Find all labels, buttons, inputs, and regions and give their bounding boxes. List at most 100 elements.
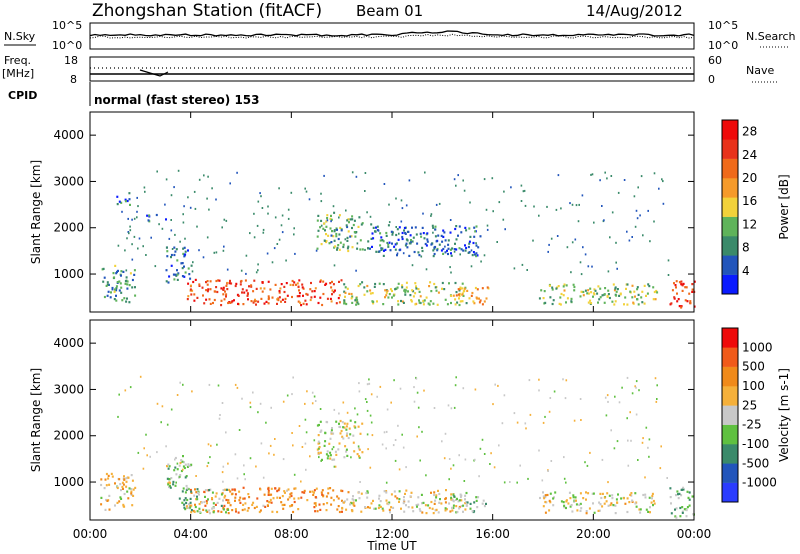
heatmap-cell [166, 477, 169, 480]
heatmap-cell [293, 500, 296, 504]
heatmap-cell [471, 510, 474, 513]
heatmap-cell [333, 264, 336, 267]
heatmap-cell [196, 495, 198, 498]
heatmap-cell [290, 191, 293, 194]
heatmap-cell [385, 291, 388, 294]
heatmap-cell [646, 292, 649, 295]
heatmap-cell [170, 229, 173, 232]
heatmap-cell [606, 492, 609, 495]
heatmap-cell [333, 246, 336, 249]
heatmap-cell [371, 245, 373, 248]
heatmap-cell [411, 226, 413, 229]
heatmap-cell [183, 205, 185, 208]
heatmap-cell [435, 496, 438, 499]
heatmap-cell [491, 177, 494, 180]
heatmap-cell [675, 286, 677, 289]
heatmap-cell [187, 506, 190, 509]
heatmap-cell [601, 492, 604, 495]
heatmap-cell [693, 280, 696, 283]
colorbar-frame [721, 119, 739, 295]
heatmap-cell [115, 299, 118, 302]
heatmap-cell [198, 502, 201, 506]
heatmap-cell [219, 414, 221, 416]
heatmap-cell [441, 240, 444, 243]
heatmap-cell [234, 453, 237, 456]
heatmap-cell [208, 512, 211, 515]
heatmap-cell [142, 245, 144, 248]
heatmap-cell [565, 379, 568, 382]
heatmap-cell [283, 490, 286, 493]
heatmap-cell [555, 208, 558, 211]
heatmap-cell [229, 490, 232, 493]
heatmap-cell [626, 230, 628, 233]
heatmap-cell [649, 240, 651, 243]
heatmap-cell [182, 455, 184, 458]
heatmap-cell [256, 497, 259, 500]
heatmap-cell [184, 476, 187, 479]
heatmap-cell [281, 298, 284, 301]
heatmap-cell [433, 502, 436, 505]
heatmap-cell [465, 302, 468, 305]
heatmap-cell [352, 499, 355, 502]
heatmap-cell [234, 284, 237, 288]
heatmap-cell [440, 234, 443, 237]
heatmap-cell [311, 290, 314, 293]
heatmap-cell [379, 385, 382, 388]
heatmap-cell [458, 247, 461, 250]
heatmap-cell [450, 271, 452, 274]
heatmap-cell [454, 303, 457, 306]
heatmap-cell [350, 235, 353, 238]
heatmap-cell [129, 229, 132, 232]
heatmap-cell [212, 506, 215, 509]
heatmap-cell [452, 506, 455, 509]
heatmap-cell [403, 496, 405, 499]
heatmap-cell [131, 218, 133, 221]
heatmap-cell [293, 281, 296, 284]
heatmap-cell [454, 242, 456, 245]
heatmap-cell [217, 384, 220, 387]
heatmap-cell [305, 292, 308, 296]
heatmap-cell [630, 494, 633, 497]
heatmap-cell [454, 298, 457, 301]
heatmap-cell [400, 199, 403, 202]
heatmap-cell [391, 296, 393, 299]
heatmap-cell [133, 217, 136, 220]
heatmap-cell [349, 503, 351, 506]
heatmap-cell [483, 300, 486, 303]
heatmap-cell [475, 242, 477, 245]
heatmap-cell [626, 303, 629, 306]
heatmap-cell [636, 298, 639, 301]
heatmap-cell [554, 491, 557, 494]
heatmap-cell [454, 227, 457, 231]
heatmap-cell [411, 240, 414, 243]
heatmap-cell [576, 509, 579, 512]
heatmap-cell [338, 294, 341, 297]
heatmap-cell [279, 287, 282, 290]
heatmap-cell [287, 488, 290, 491]
heatmap-cell [226, 268, 229, 271]
heatmap-cell [418, 290, 421, 293]
heatmap-cell [464, 458, 467, 461]
heatmap-cell [538, 389, 540, 392]
heatmap-cell [320, 243, 323, 246]
heatmap-cell [542, 505, 545, 508]
heatmap-cell [227, 512, 230, 515]
heatmap-cell [409, 495, 412, 498]
heatmap-cell [270, 493, 273, 496]
heatmap-cell [676, 300, 679, 303]
heatmap-cell [373, 507, 376, 510]
heatmap-cell [681, 510, 684, 513]
heatmap-cell [420, 493, 423, 496]
heatmap-cell [676, 490, 679, 493]
heatmap-cell [601, 458, 604, 461]
heatmap-cell [339, 425, 342, 429]
heatmap-cell [458, 505, 461, 509]
heatmap-cell [477, 496, 480, 499]
heatmap-cell [297, 508, 300, 511]
heatmap-cell [380, 248, 383, 251]
heatmap-cell [429, 300, 432, 303]
heatmap-cell [410, 491, 413, 494]
heatmap-cell [685, 515, 688, 518]
heatmap-cell [599, 287, 602, 290]
heatmap-cell [224, 494, 227, 497]
